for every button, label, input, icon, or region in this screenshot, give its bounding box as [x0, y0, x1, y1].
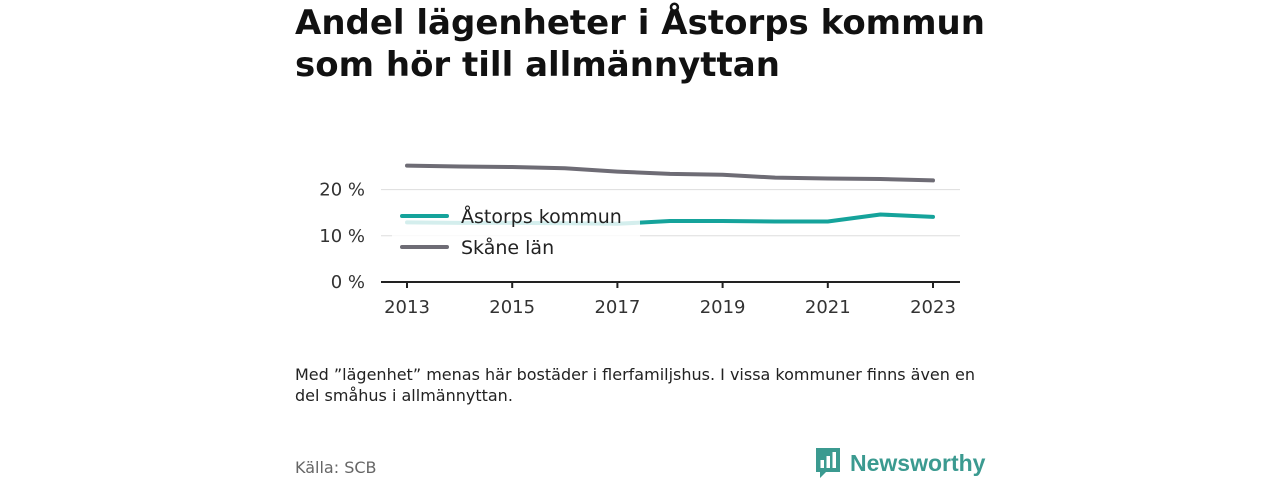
- chart-title: Andel lägenheter i Åstorps kommun som hö…: [295, 3, 985, 85]
- x-tick-label: 2015: [489, 297, 535, 318]
- legend-label-1: Skåne län: [461, 236, 554, 259]
- legend-background: [392, 198, 640, 268]
- chart-note: Med ”lägenhet” menas här bostäder i fler…: [295, 365, 975, 405]
- brand-name: Newsworthy: [850, 449, 986, 476]
- x-tick-label: 2023: [910, 297, 956, 318]
- brand-logo: Newsworthy: [814, 446, 985, 480]
- y-tick-label: 0 %: [331, 272, 365, 293]
- source-label: Källa: SCB: [295, 458, 377, 477]
- y-tick-label: 20 %: [319, 180, 365, 201]
- y-axis-labels: 0 % 10 % 20 %: [319, 180, 365, 293]
- x-tick-label: 2017: [594, 297, 640, 318]
- x-tick-label: 2021: [805, 297, 851, 318]
- legend: Åstorps kommun Skåne län: [392, 198, 640, 268]
- x-tick-label: 2019: [700, 297, 746, 318]
- legend-label-0: Åstorps kommun: [461, 205, 622, 228]
- y-tick-label: 10 %: [319, 226, 365, 247]
- x-tick-label: 2013: [384, 297, 430, 318]
- series-line-1: [405, 163, 935, 183]
- bar-chart-speech-bubble-icon: [816, 448, 840, 478]
- x-axis: 2013 2015 2017 2019 2021 2023: [381, 281, 960, 318]
